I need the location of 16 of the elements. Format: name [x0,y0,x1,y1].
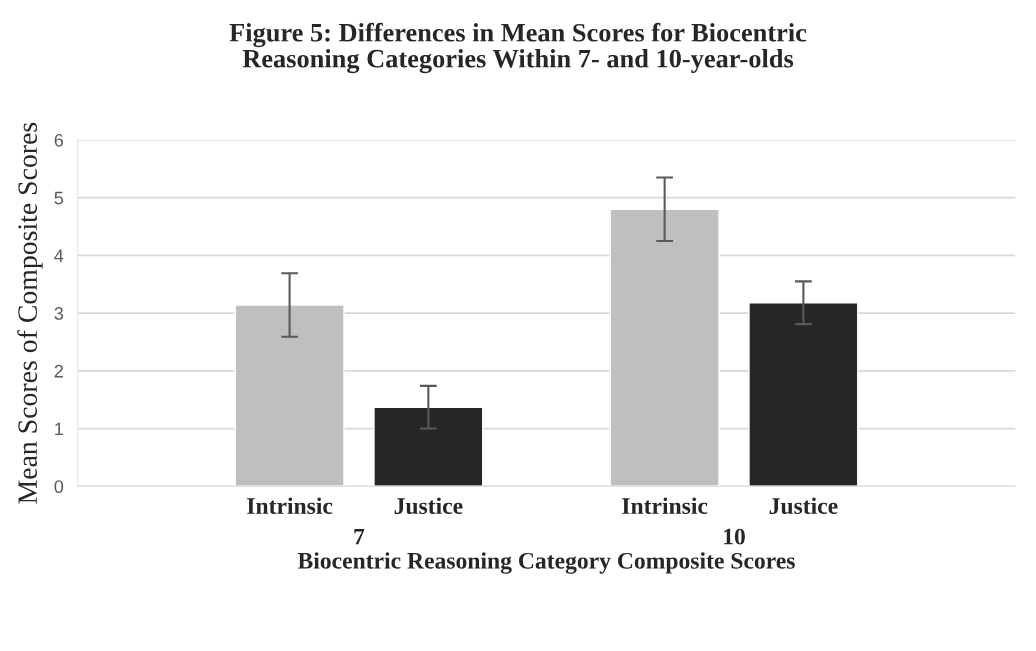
text: Intrinsic [622,497,708,515]
y-tick-label: 0 [54,480,64,494]
x-axis-title: Biocentric Reasoning Category Composite Scores [297,552,795,574]
y-tick-label: 6 [54,133,64,147]
series-label: Intrinsic [247,497,333,515]
x-tick-label: 7 [354,528,365,545]
x-tick-label: 10 [724,528,745,545]
y-tick-label: 3 [54,307,64,320]
y-tick-label: 1 [55,422,63,436]
y-tick-label: 2 [54,364,63,378]
text: Justice [769,497,838,515]
y-tick-label: 4 [54,249,64,262]
y-tick-label: 5 [54,191,64,205]
y-axis-title: Mean Scores of Composite Scores [17,122,43,504]
chart-title: Figure 5: Differences in Mean Scores for Biocentric Reasoning Categories Within 7- and 10-year-olds [229,22,807,74]
series-label: Justice [394,497,463,515]
